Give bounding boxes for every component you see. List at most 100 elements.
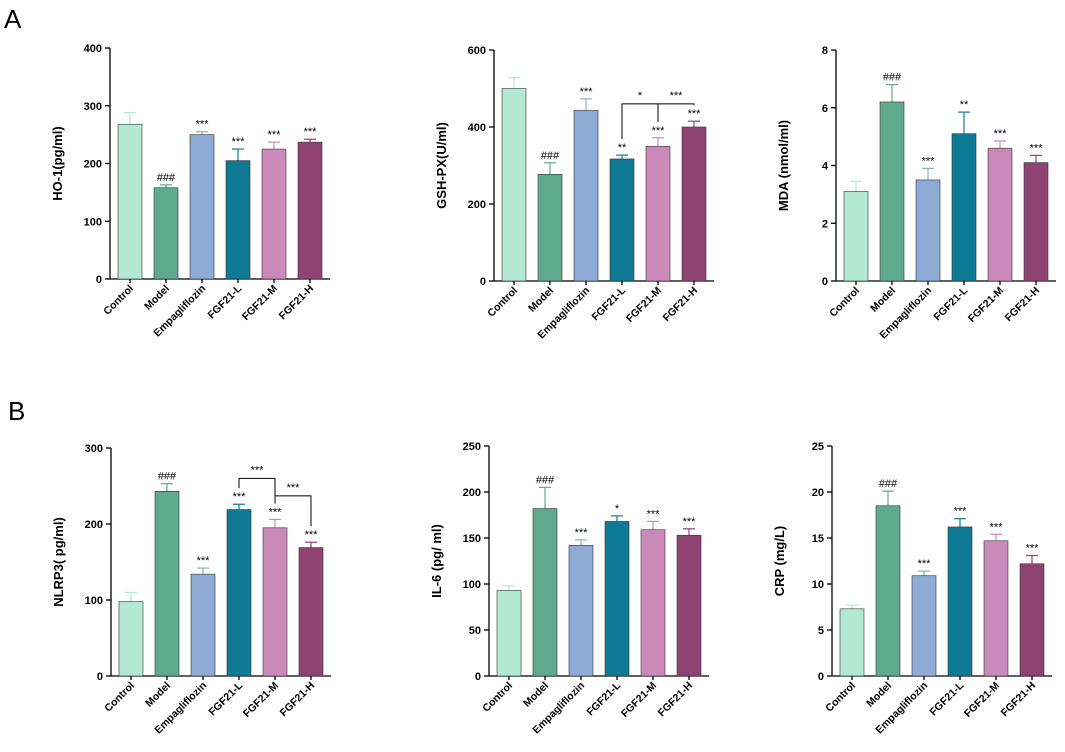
category-label: FGF21-M xyxy=(240,282,280,322)
bar-control xyxy=(843,191,869,282)
y-tick-label: 200 xyxy=(468,199,486,211)
y-tick-label: 8 xyxy=(822,45,828,57)
category-label: Control xyxy=(480,680,515,715)
bar-model xyxy=(879,101,905,282)
y-tick-label: 0 xyxy=(818,671,824,683)
bar-fgf21-l xyxy=(609,158,635,282)
bar-model xyxy=(537,174,563,282)
comparison-bracket xyxy=(274,495,312,527)
significance-label: * xyxy=(615,503,620,515)
category-label: FGF21-L xyxy=(206,282,245,321)
category-label: FGF21-L xyxy=(585,679,624,718)
significance-label: *** xyxy=(1026,542,1040,554)
category-label: FGF21-L xyxy=(590,284,629,323)
y-tick-label: 0 xyxy=(97,671,103,683)
y-tick-label: 10 xyxy=(812,579,824,591)
y-tick-label: 5 xyxy=(818,625,824,637)
y-tick-label: 600 xyxy=(468,45,486,57)
category-label: Model xyxy=(868,285,898,315)
panel-letter-a: A xyxy=(4,4,22,34)
significance-label: *** xyxy=(954,506,968,518)
bar-control xyxy=(117,123,143,280)
bracket-significance-label: *** xyxy=(287,482,301,494)
significance-label: *** xyxy=(1030,142,1044,154)
y-tick-label: 50 xyxy=(469,625,481,637)
y-tick-label: 300 xyxy=(84,101,102,113)
significance-label: *** xyxy=(197,555,211,567)
significance-label: ### xyxy=(883,72,902,84)
y-tick-label: 6 xyxy=(822,103,828,115)
bar-empagliflozin xyxy=(573,110,599,282)
significance-label: *** xyxy=(922,155,936,167)
significance-label: *** xyxy=(304,126,318,138)
y-axis-title: MDA (nmol/ml) xyxy=(776,120,791,211)
category-label: Model xyxy=(142,283,172,313)
y-tick-label: 0 xyxy=(480,276,486,288)
y-tick-label: 200 xyxy=(84,159,102,171)
y-axis-title: NLRP3( pg/ml) xyxy=(51,517,66,607)
bar-control xyxy=(118,601,144,677)
y-tick-label: 0 xyxy=(96,274,102,286)
category-label: Control xyxy=(102,680,137,715)
significance-label: *** xyxy=(683,516,697,528)
category-label: FGF21-H xyxy=(999,680,1038,719)
category-label: FGF21-H xyxy=(661,285,700,324)
y-axis-title: GSH-PX(U/ml) xyxy=(434,122,449,209)
y-tick-label: 15 xyxy=(812,533,824,545)
significance-label: *** xyxy=(580,86,594,98)
y-tick-label: 4 xyxy=(822,161,829,173)
significance-label: ** xyxy=(960,99,969,111)
category-label: FGF21-L xyxy=(207,679,246,718)
category-label: FGF21-M xyxy=(966,284,1006,324)
bar-empagliflozin xyxy=(915,179,941,282)
bar-control xyxy=(501,88,527,282)
y-tick-label: 400 xyxy=(468,122,486,134)
category-label: FGF21-M xyxy=(241,679,281,719)
category-label: FGF21-H xyxy=(278,680,317,719)
significance-label: *** xyxy=(233,491,247,503)
significance-label: *** xyxy=(688,108,702,120)
bar-empagliflozin xyxy=(190,573,216,677)
bar-model xyxy=(154,491,180,677)
y-tick-label: 300 xyxy=(85,443,103,455)
comparison-bracket xyxy=(238,477,276,504)
significance-label: ### xyxy=(158,471,177,483)
y-tick-label: 200 xyxy=(463,487,481,499)
y-tick-label: 0 xyxy=(822,276,828,288)
bar-fgf21-l xyxy=(226,509,252,677)
significance-label: ### xyxy=(536,474,555,486)
category-label: FGF21-M xyxy=(962,679,1002,719)
bar-fgf21-m xyxy=(261,148,287,280)
significance-label: *** xyxy=(918,558,932,570)
bar-fgf21-h xyxy=(681,126,707,282)
bar-fgf21-h xyxy=(676,534,702,677)
significance-label: ** xyxy=(618,142,627,154)
y-tick-label: 100 xyxy=(85,595,103,607)
significance-label: ### xyxy=(879,478,898,490)
y-tick-label: 400 xyxy=(84,43,102,55)
bar-fgf21-m xyxy=(640,529,666,677)
bar-model xyxy=(532,508,558,677)
category-label: Control xyxy=(101,283,136,318)
category-label: FGF21-L xyxy=(928,679,967,718)
y-tick-label: 2 xyxy=(822,218,828,230)
significance-label: *** xyxy=(196,119,210,131)
y-axis-title: HO-1(pg/ml) xyxy=(50,126,65,200)
category-label: FGF21-L xyxy=(932,284,971,323)
y-axis-title: CRP (mg/L) xyxy=(772,526,787,597)
category-label: Control xyxy=(823,680,858,715)
category-label: FGF21-H xyxy=(1003,285,1042,324)
y-axis-title: IL-6 (pg/ ml) xyxy=(429,524,444,598)
bar-chart-5: 0 50 100 150 200 250 IL-6 (pg/ ml) Control Model… xyxy=(429,441,709,736)
comparison-bracket xyxy=(657,103,695,122)
bar-fgf21-h xyxy=(298,547,324,677)
category-label: FGF21-H xyxy=(656,680,695,719)
bar-empagliflozin xyxy=(189,134,215,280)
category-label: FGF21-H xyxy=(277,283,316,322)
y-tick-label: 100 xyxy=(84,216,102,228)
